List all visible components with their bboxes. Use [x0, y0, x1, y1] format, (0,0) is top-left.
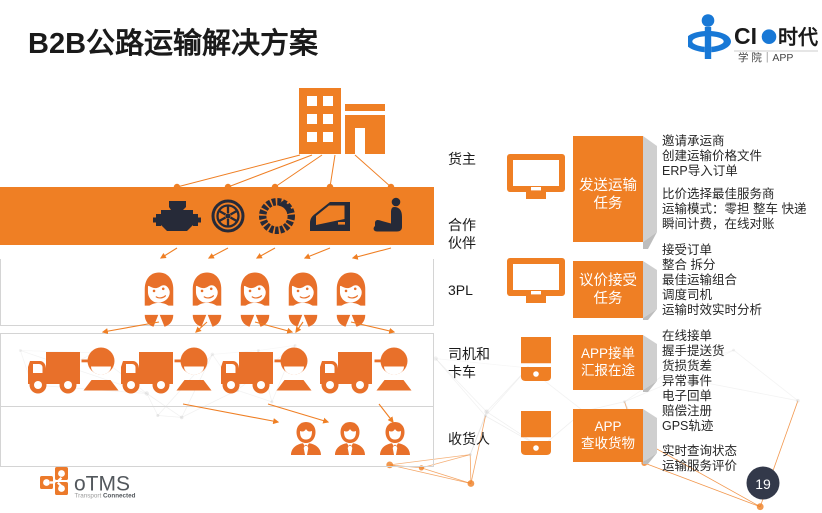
- svg-text:19: 19: [755, 476, 771, 492]
